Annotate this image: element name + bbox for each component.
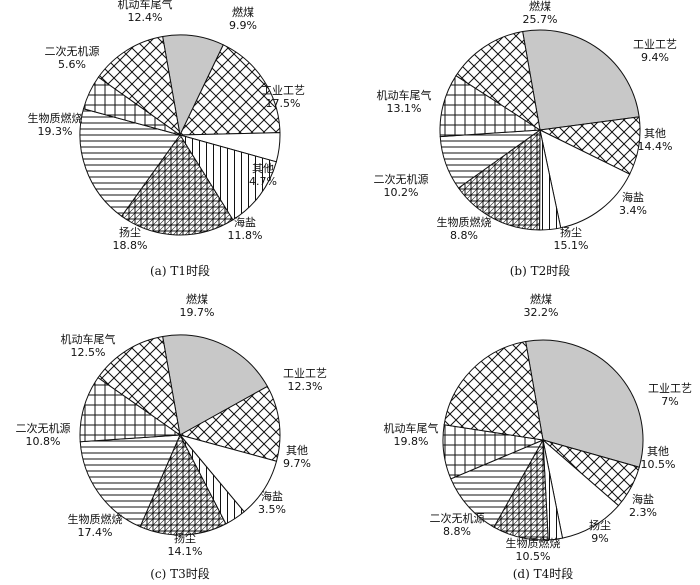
panel-caption: (d) T4时段: [513, 566, 574, 581]
slice-percent-secondary-inorganic: 5.6%: [58, 58, 86, 71]
slice-label-vehicle-exhaust: 机动车尾气: [377, 88, 432, 102]
pie-slice-dust: [120, 134, 234, 236]
slice-label-biomass-burning: 生物质燃烧: [506, 536, 561, 550]
slice-label-dust: 扬尘: [174, 531, 196, 545]
pie-slice-coal: [522, 29, 640, 131]
slice-label-sea-salt: 海盐: [234, 215, 256, 229]
slice-percent-coal: 32.2%: [524, 306, 559, 319]
panel-caption: (b) T2时段: [510, 263, 571, 278]
slice-percent-sea-salt: 11.8%: [228, 229, 263, 242]
slice-percent-other: 10.5%: [641, 458, 676, 471]
slice-label-dust: 扬尘: [560, 225, 582, 239]
slice-label-industrial-process: 工业工艺: [633, 38, 677, 51]
pie-slice-coal: [525, 339, 644, 468]
slice-label-dust: 扬尘: [119, 225, 141, 239]
slice-label-vehicle-exhaust: 机动车尾气: [118, 0, 173, 11]
slice-label-industrial-process: 工业工艺: [261, 84, 305, 97]
slice-percent-biomass-burning: 17.4%: [78, 526, 113, 539]
slice-percent-dust: 9%: [591, 532, 608, 545]
slice-label-coal: 燃煤: [186, 292, 208, 306]
slice-percent-industrial-process: 7%: [661, 395, 678, 408]
slice-percent-secondary-inorganic: 10.2%: [384, 186, 419, 199]
slice-label-biomass-burning: 生物质燃烧: [28, 111, 83, 125]
slice-percent-dust: 18.8%: [113, 239, 148, 252]
slice-label-coal: 燃煤: [529, 0, 551, 13]
slice-label-coal: 燃煤: [530, 292, 552, 306]
pie-slice-biomass-burning: [79, 108, 181, 217]
pie-slice-dust: [457, 129, 541, 231]
slice-percent-dust: 15.1%: [554, 239, 589, 252]
slice-percent-coal: 9.9%: [229, 19, 257, 32]
slice-label-sea-salt: 海盐: [632, 492, 654, 506]
slice-label-other: 其他: [644, 127, 666, 140]
slice-percent-secondary-inorganic: 8.8%: [443, 525, 471, 538]
slice-percent-coal: 19.7%: [180, 306, 215, 319]
pie-slice-vehicle-exhaust: [97, 335, 181, 437]
slice-label-sea-salt: 海盐: [622, 190, 644, 204]
slice-label-industrial-process: 工业工艺: [283, 367, 327, 380]
slice-label-other: 其他: [252, 162, 274, 175]
slice-label-other: 其他: [647, 445, 669, 458]
slice-percent-biomass-burning: 8.8%: [450, 229, 478, 242]
slice-label-industrial-process: 工业工艺: [648, 382, 692, 395]
pie-slice-vehicle-exhaust: [455, 30, 541, 132]
slice-percent-sea-salt: 3.5%: [258, 503, 286, 516]
slice-label-vehicle-exhaust: 机动车尾气: [384, 421, 439, 435]
slice-percent-industrial-process: 17.5%: [266, 97, 301, 110]
slice-percent-biomass-burning: 10.5%: [516, 550, 551, 563]
slice-percent-coal: 25.7%: [523, 13, 558, 26]
pie-slice-industrial-process: [178, 385, 281, 462]
slice-percent-secondary-inorganic: 10.8%: [26, 435, 61, 448]
pie-slice-sea-salt: [178, 134, 277, 221]
slice-label-other: 其他: [286, 444, 308, 457]
slice-label-biomass-burning: 生物质燃烧: [437, 215, 492, 229]
pie-panel-4: 燃煤32.2%工业工艺7%其他10.5%海盐2.3%扬尘9%生物质燃烧10.5%…: [384, 292, 693, 581]
slice-percent-other: 9.7%: [283, 457, 311, 470]
slice-percent-other: 4.7%: [249, 175, 277, 188]
slice-percent-dust: 14.1%: [168, 545, 203, 558]
slice-percent-industrial-process: 12.3%: [288, 380, 323, 393]
slice-label-sea-salt: 海盐: [261, 489, 283, 503]
slice-label-secondary-inorganic: 二次无机源: [16, 421, 71, 435]
slice-percent-vehicle-exhaust: 19.8%: [394, 435, 429, 448]
slice-percent-sea-salt: 2.3%: [629, 506, 657, 519]
slice-label-biomass-burning: 生物质燃烧: [68, 512, 123, 526]
pie-slice-vehicle-exhaust: [443, 340, 544, 441]
pie-slice-vehicle-exhaust: [97, 35, 181, 137]
pie-slice-biomass-burning: [79, 434, 181, 528]
slice-percent-sea-salt: 3.4%: [619, 204, 647, 217]
pie-slice-coal: [162, 334, 269, 436]
pie-slice-other: [539, 129, 631, 229]
pie-slice-dust: [139, 433, 227, 536]
slice-label-dust: 扬尘: [589, 518, 611, 532]
slice-percent-biomass-burning: 19.3%: [38, 125, 73, 138]
slice-label-vehicle-exhaust: 机动车尾气: [61, 332, 116, 346]
panel-caption: (c) T3时段: [150, 566, 210, 581]
pie-slice-secondary-inorganic: [79, 376, 182, 443]
slice-label-secondary-inorganic: 二次无机源: [430, 511, 485, 525]
slice-label-secondary-inorganic: 二次无机源: [45, 44, 100, 58]
slice-label-coal: 燃煤: [232, 5, 254, 19]
panel-caption: (a) T1时段: [150, 263, 210, 278]
slice-percent-other: 14.4%: [638, 140, 673, 153]
pie-slice-industrial-process: [179, 44, 281, 136]
slice-percent-vehicle-exhaust: 12.5%: [71, 346, 106, 359]
slice-percent-vehicle-exhaust: 12.4%: [128, 11, 163, 24]
slice-percent-industrial-process: 9.4%: [641, 51, 669, 64]
slice-percent-vehicle-exhaust: 13.1%: [387, 102, 422, 115]
slice-label-secondary-inorganic: 二次无机源: [374, 172, 429, 186]
